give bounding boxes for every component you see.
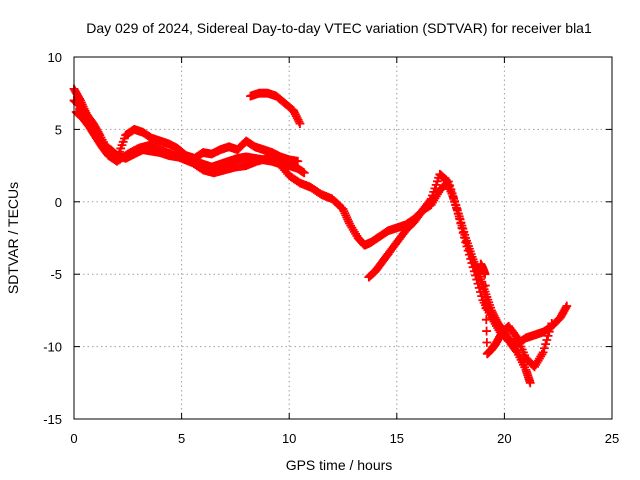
data-point [480,269,490,279]
y-tick-label: -15 [43,412,62,427]
data-point [299,168,309,178]
data-point [481,303,491,313]
series-satellite-track-D [246,88,305,129]
data-point [541,339,550,349]
data-point [543,331,553,341]
data-point [538,347,548,357]
x-tick-label: 15 [390,431,404,446]
data-point [562,301,572,311]
y-axis-label: SDTVAR / TECUs [5,182,21,294]
series-satellite-track-B [69,96,303,166]
data-point [542,335,552,345]
data-point [544,327,554,337]
data-point [115,147,124,157]
data-point [293,156,303,166]
plot-frame [73,56,613,420]
data-point [295,119,305,129]
x-axis-label: GPS time / hours [286,457,393,473]
data-point [546,323,555,332]
x-tick-label: 0 [70,431,77,446]
y-tick-label: -10 [43,340,62,355]
x-tick-label: 5 [178,431,185,446]
data-point [432,176,442,186]
data-point [547,319,557,328]
data-point [116,144,126,153]
y-tick-label: 10 [48,50,62,65]
data-point [431,180,441,190]
y-tick-label: 5 [55,122,62,137]
data-point [539,343,549,353]
y-tick-label: -5 [50,267,62,282]
x-tick-label: 10 [282,431,296,446]
data-point [525,378,535,388]
series-satellite-track-E [364,169,535,388]
x-tick-label: 25 [605,431,619,446]
data-point [428,190,437,200]
data-point [481,315,491,325]
data-point [118,137,128,147]
data-point [481,292,491,302]
x-tick-labels: 0 5 10 15 20 25 [70,431,619,446]
axis-ticks [73,56,613,420]
data-point [117,140,127,150]
data-point [429,187,439,197]
data-point [482,338,492,347]
data-point [426,194,436,204]
y-tick-labels: -15 -10 -5 0 5 10 [43,50,62,427]
y-tick-label: 0 [55,195,62,210]
data-point [430,183,440,193]
x-tick-label: 20 [497,431,511,446]
data-point [482,326,491,336]
chart-title: Day 029 of 2024, Sidereal Day-to-day VTE… [86,20,592,36]
data-points [69,84,572,388]
series-satellite-track-F [476,259,557,372]
data-point [480,281,490,290]
